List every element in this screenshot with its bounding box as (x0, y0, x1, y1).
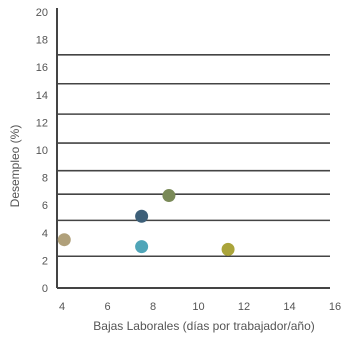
y-tick-label-10: 10 (36, 145, 48, 157)
data-point-5 (221, 242, 235, 256)
x-tick-label-4: 4 (59, 301, 65, 313)
y-tick-label-6: 6 (42, 200, 48, 212)
data-point-4 (162, 189, 176, 203)
y-tick-label-8: 8 (42, 173, 48, 185)
data-point-1 (57, 233, 71, 247)
x-tick-label-10: 10 (192, 301, 204, 313)
x-tick-label-12: 12 (238, 301, 250, 313)
gridlines (57, 53, 330, 258)
x-tick-labels: 4 6 8 10 12 14 16 (59, 301, 341, 313)
y-tick-label-4: 4 (42, 228, 48, 240)
y-tick-label-20: 20 (36, 7, 48, 19)
x-tick-label-16: 16 (329, 301, 341, 313)
data-point-2 (135, 240, 149, 254)
y-axis-label: Desempleo (%) (8, 125, 22, 208)
x-axis-label: Bajas Laborales (días por trabajador/año… (93, 319, 314, 333)
x-tick-label-6: 6 (104, 301, 110, 313)
y-tick-label-0: 0 (42, 283, 48, 295)
x-tick-label-8: 8 (150, 301, 156, 313)
data-points (57, 189, 235, 256)
y-tick-label-12: 12 (36, 117, 48, 129)
y-tick-label-16: 16 (36, 62, 48, 74)
x-tick-label-14: 14 (283, 301, 295, 313)
y-tick-label-2: 2 (42, 255, 48, 267)
y-tick-labels: 0 2 4 6 8 10 12 14 16 18 20 (36, 7, 48, 295)
y-tick-label-14: 14 (36, 90, 48, 102)
data-point-3 (135, 209, 149, 223)
y-tick-label-18: 18 (36, 35, 48, 47)
axes (56, 8, 330, 289)
